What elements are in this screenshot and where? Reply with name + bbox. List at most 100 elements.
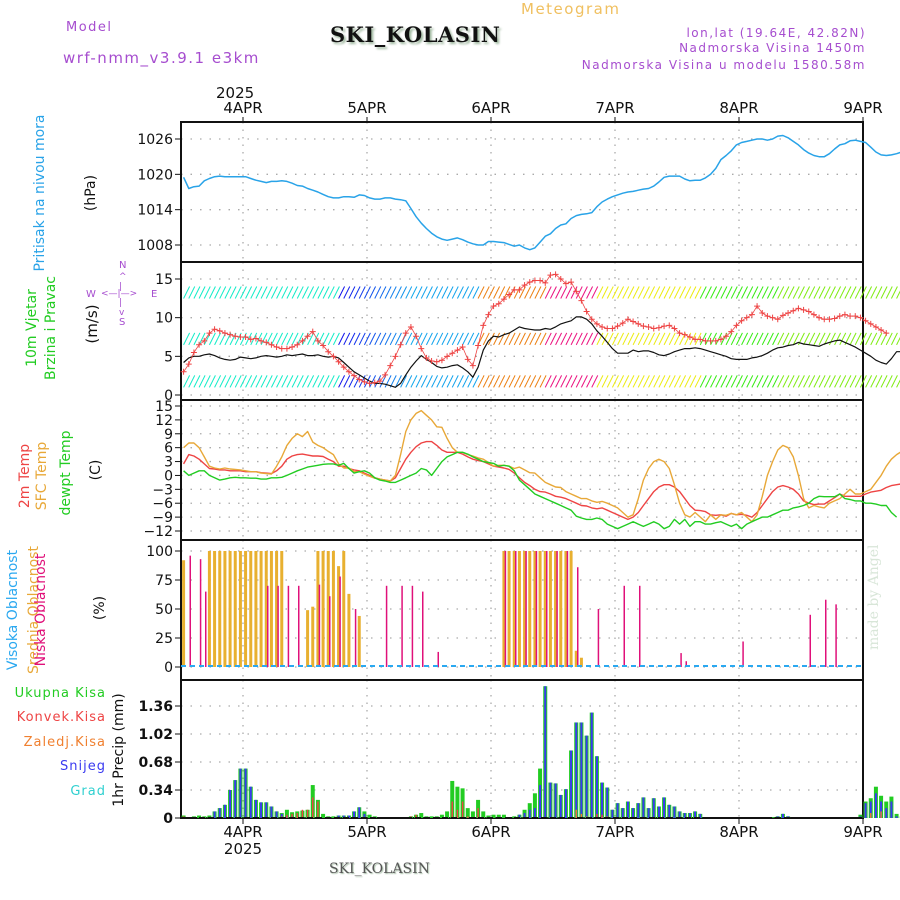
precip-snow-bar — [642, 797, 645, 818]
wind-barb — [828, 286, 836, 299]
wind-barb — [818, 332, 826, 346]
gust-marker — [630, 318, 637, 325]
gust-marker — [785, 310, 792, 317]
wind-barb — [648, 332, 656, 346]
wind-barb — [834, 375, 842, 388]
precip-conv-bar — [301, 809, 304, 818]
gust-marker — [221, 330, 228, 337]
wind-barb — [854, 375, 862, 388]
wind-barb — [818, 286, 826, 299]
wind-barb — [611, 286, 619, 299]
wind-barb — [363, 286, 371, 299]
wind-barb — [611, 375, 619, 388]
gust-marker — [216, 327, 223, 334]
wind-barb — [198, 332, 206, 346]
wind-barb — [859, 375, 867, 388]
precip-total-bar — [419, 813, 424, 818]
wind-barb — [503, 332, 511, 346]
wind-barb — [544, 375, 552, 388]
y-tick-label: 6 — [164, 441, 173, 457]
wind-barb — [250, 286, 258, 299]
wind-barb — [394, 375, 402, 388]
wind-barb — [885, 286, 893, 299]
precip-snow-bar — [223, 804, 226, 818]
wind-barb — [875, 286, 883, 299]
wind-barb — [854, 332, 862, 346]
gust-marker — [428, 357, 435, 364]
wind-barb — [255, 286, 263, 299]
gust-marker — [697, 336, 704, 343]
precip-snow-bar — [559, 794, 562, 818]
wind-barb — [260, 375, 268, 388]
gust-marker — [526, 279, 533, 286]
precip-snow-bar — [539, 785, 542, 818]
wind-barb — [859, 332, 867, 346]
precip-snow-bar — [657, 806, 660, 818]
gust-marker — [666, 322, 673, 329]
wind-barb — [741, 375, 749, 388]
wind-barb — [549, 286, 557, 299]
wind-barb — [715, 375, 723, 388]
gust-marker — [655, 324, 662, 331]
wind-barb — [374, 332, 382, 346]
wind-barb — [513, 375, 521, 388]
wind-barb — [400, 286, 408, 299]
wind-barb — [338, 332, 346, 346]
gust-marker — [867, 320, 874, 327]
precip-total-bar — [439, 814, 444, 818]
wind-barb — [317, 286, 325, 299]
precip-total-bar — [491, 814, 496, 818]
wind-barb — [761, 332, 769, 346]
wind-barb — [477, 286, 485, 299]
wind-barb — [369, 332, 377, 346]
panel-frame — [180, 121, 864, 263]
gust-marker — [407, 323, 414, 330]
gust-marker — [754, 303, 761, 310]
compass-s-icon: S — [119, 317, 126, 328]
gust-marker — [196, 341, 203, 348]
top-day-label: 4APR — [223, 99, 262, 117]
wind-barb — [420, 332, 428, 346]
wind-barb — [343, 286, 351, 299]
wind-barb — [746, 332, 754, 346]
gust-marker — [521, 282, 528, 289]
gust-marker — [707, 337, 714, 344]
wind-barb — [307, 375, 315, 388]
top-day-label: 6APR — [471, 99, 510, 117]
precip-total-bar — [445, 811, 450, 818]
gust-marker — [645, 323, 652, 330]
y-tick-label: 9 — [164, 427, 173, 443]
gust-marker — [185, 361, 192, 368]
wind-barb — [518, 375, 526, 388]
y-tick-label: 1020 — [137, 167, 173, 183]
wind-barb — [854, 286, 862, 299]
compass-n-icon: N — [119, 260, 127, 271]
wind-barb — [286, 375, 294, 388]
wind-barb — [808, 286, 816, 299]
gust-marker — [857, 314, 864, 321]
wind-barb — [658, 375, 666, 388]
precip-snow-bar — [528, 809, 531, 818]
legend-freezing-rain: Zaledj.Kisa — [23, 735, 106, 750]
wind-barb — [772, 286, 780, 299]
wind-barb — [586, 375, 594, 388]
gust-marker — [325, 348, 332, 355]
y-tick-label: 0 — [164, 388, 173, 404]
precip-snow-bar — [647, 808, 650, 818]
wind-barb — [642, 286, 650, 299]
precip-snow-bar — [637, 803, 640, 818]
precip-total-bar — [894, 813, 899, 818]
wind-barb — [704, 286, 712, 299]
wind-barb — [890, 375, 898, 388]
precip-frz-bar — [575, 809, 577, 818]
gust-marker — [692, 336, 699, 343]
bottom-day-label: 5APR — [347, 823, 386, 841]
wind-barb — [839, 332, 847, 346]
y-tick-label: −6 — [152, 496, 173, 512]
wind-barb — [410, 375, 418, 388]
wind-barb — [565, 375, 573, 388]
pressure-line — [182, 134, 900, 251]
wind-barb — [710, 286, 718, 299]
wind-barb — [637, 286, 645, 299]
wind-barb — [472, 375, 480, 388]
